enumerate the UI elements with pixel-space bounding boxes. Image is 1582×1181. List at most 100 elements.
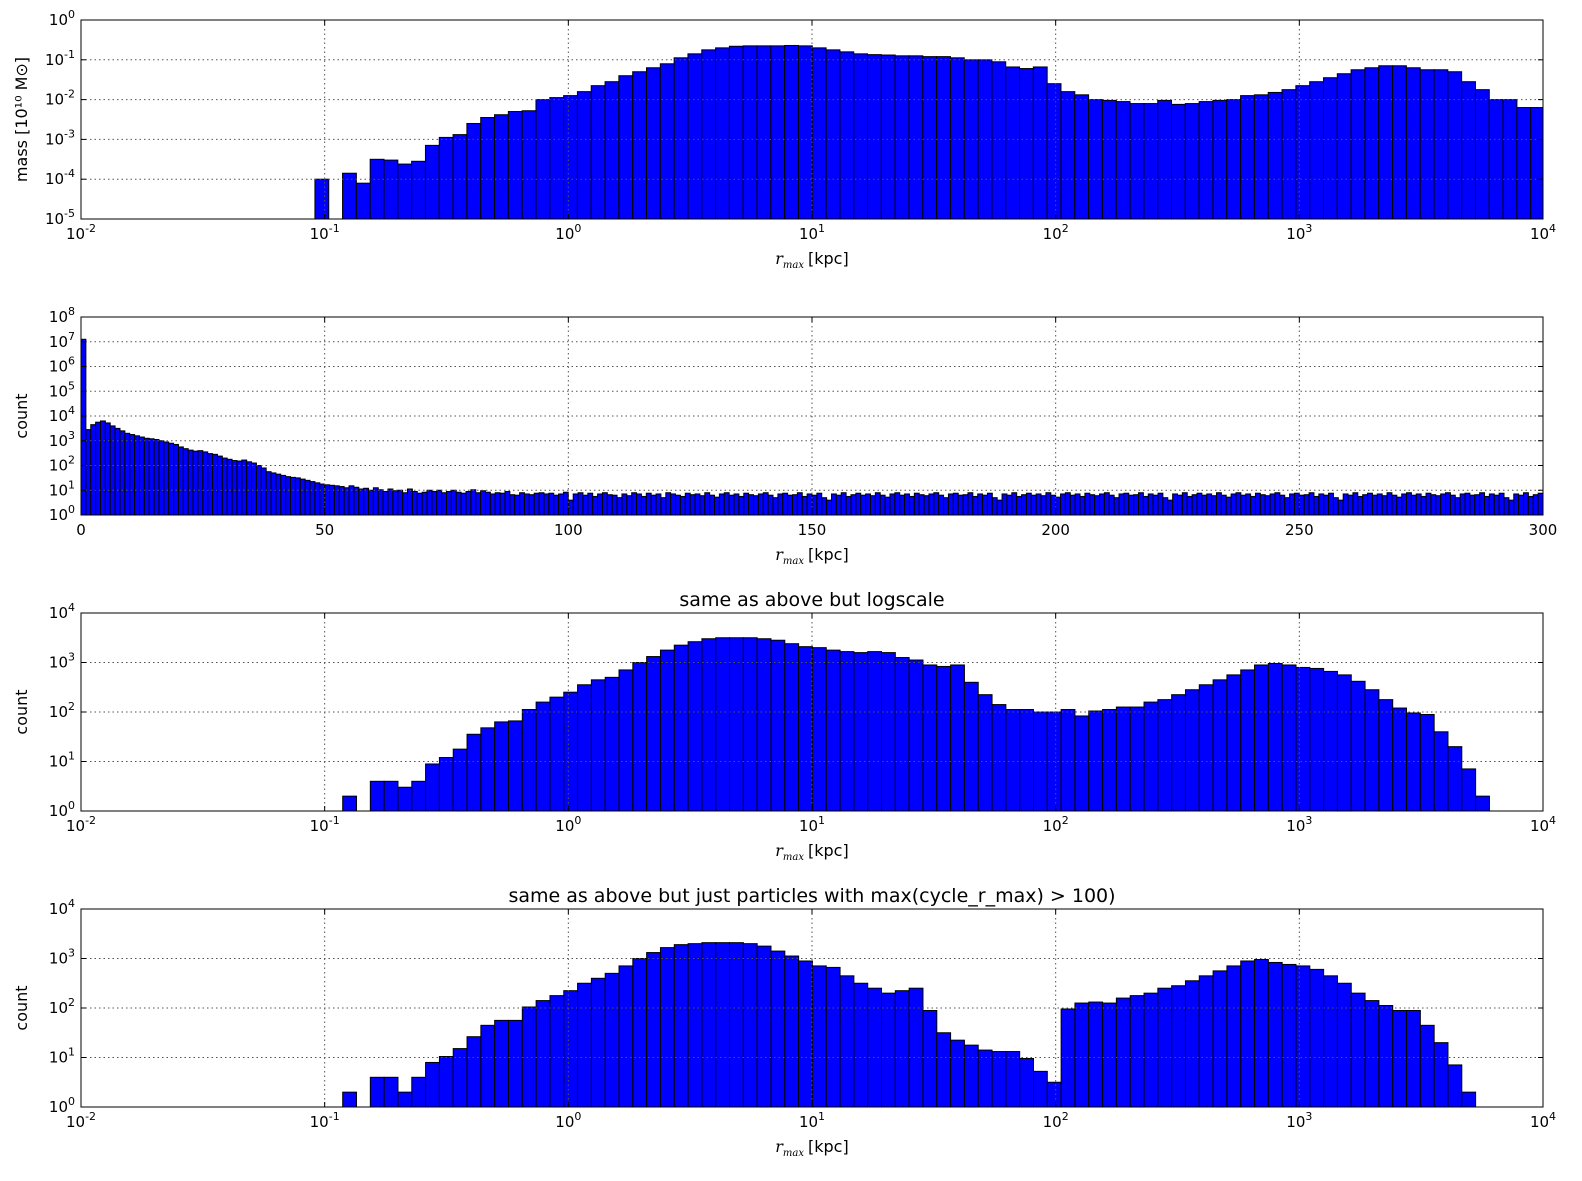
x-tick-base: 10 bbox=[310, 817, 329, 835]
y-tick-base: 10 bbox=[49, 753, 68, 771]
histogram-bar bbox=[1364, 689, 1380, 812]
histogram-bar bbox=[1447, 71, 1463, 220]
histogram-bar bbox=[922, 1009, 938, 1108]
histogram-bar bbox=[839, 651, 855, 812]
y-tick-exponent: 4 bbox=[68, 601, 75, 614]
x-tick-base: 10 bbox=[1530, 817, 1549, 835]
ticks: 10-2 10-1 100 101 102 103 10410-510-410-310-21… bbox=[45, 8, 1556, 243]
histogram-bar bbox=[835, 494, 842, 516]
x-tick-exponent: 3 bbox=[1305, 1110, 1312, 1123]
x-axis-symbol: r bbox=[775, 1137, 784, 1156]
histogram-bar bbox=[533, 492, 540, 516]
histogram-bar bbox=[825, 966, 841, 1108]
histogram-bar bbox=[687, 53, 703, 220]
histogram-bar bbox=[538, 492, 545, 516]
histogram-bar bbox=[1532, 494, 1539, 516]
histogram-bar bbox=[936, 665, 952, 812]
count-filtered-histogram-panel: 10-2 10-1 100 101 102 103 104100101102103104rm… bbox=[12, 885, 1556, 1159]
histogram-bar bbox=[1364, 1000, 1380, 1108]
y-tick-exponent: 3 bbox=[68, 651, 75, 664]
histogram-bar bbox=[855, 492, 862, 516]
histogram-bar bbox=[1198, 101, 1214, 220]
histogram-bar bbox=[153, 439, 160, 516]
histogram-bar bbox=[441, 492, 448, 516]
y-tick-label: 100 bbox=[49, 503, 75, 524]
ticks: 0 50 100 150 200 250 3001001011021031041051061… bbox=[49, 305, 1557, 539]
histogram-bar bbox=[1094, 495, 1101, 516]
histogram-bar bbox=[1088, 1001, 1104, 1108]
x-tick-exponent: -1 bbox=[329, 222, 340, 235]
x-tick-base: 10 bbox=[555, 225, 574, 243]
histogram-bar bbox=[1198, 684, 1214, 812]
histogram-bar bbox=[899, 494, 906, 516]
histogram-bar bbox=[1502, 99, 1518, 220]
histogram-bar bbox=[733, 493, 740, 516]
histogram-bar bbox=[894, 492, 901, 516]
histogram-bar bbox=[1474, 494, 1481, 516]
histogram-bar bbox=[632, 71, 648, 220]
histogram-bar bbox=[549, 97, 565, 220]
y-tick-label: 101 bbox=[49, 750, 75, 771]
histogram-bar bbox=[957, 494, 964, 516]
histogram-bar bbox=[590, 977, 606, 1108]
histogram-bar bbox=[1191, 494, 1198, 516]
histogram-bar bbox=[874, 492, 881, 516]
x-tick-exponent: -1 bbox=[329, 814, 340, 827]
y-tick-label: 107 bbox=[49, 330, 75, 351]
histogram-bar bbox=[1401, 493, 1408, 516]
histogram-bar bbox=[748, 494, 755, 516]
x-tick-exponent: 0 bbox=[574, 814, 581, 827]
histogram-bar bbox=[1184, 689, 1200, 812]
histogram-bar bbox=[207, 453, 214, 516]
y-tick-label: 102 bbox=[49, 996, 75, 1017]
y-tick-base: 10 bbox=[49, 900, 68, 918]
histogram-bar bbox=[1289, 493, 1295, 516]
histogram-bar bbox=[1440, 493, 1447, 516]
histogram-bar bbox=[853, 982, 869, 1108]
histogram-bar bbox=[319, 483, 326, 516]
histogram-bar bbox=[860, 494, 867, 516]
histogram-bar bbox=[1011, 492, 1018, 516]
x-tick-label: 100 bbox=[555, 814, 581, 835]
histogram-bar bbox=[1046, 83, 1062, 220]
histogram-bar bbox=[1040, 495, 1047, 516]
histogram-bar bbox=[535, 1000, 551, 1108]
histogram-bar bbox=[134, 435, 140, 516]
x-tick-label: 200 bbox=[1041, 521, 1070, 539]
histogram-bar bbox=[438, 1056, 454, 1108]
histogram-bar bbox=[535, 99, 551, 220]
y-axis-label: count bbox=[12, 689, 31, 734]
x-tick-exponent: 4 bbox=[1549, 222, 1556, 235]
x-axis-symbol: r bbox=[775, 249, 784, 268]
histogram-bar bbox=[436, 489, 443, 516]
histogram-bar bbox=[480, 727, 496, 812]
histogram-bar bbox=[1386, 492, 1393, 516]
histogram-bar bbox=[543, 493, 550, 516]
histogram-bar bbox=[1102, 1002, 1117, 1108]
x-tick-base: 10 bbox=[1286, 1113, 1305, 1131]
histogram-bar bbox=[636, 493, 642, 516]
histogram-bar bbox=[1420, 495, 1427, 516]
histogram-bar bbox=[411, 490, 418, 516]
histogram-bar bbox=[996, 499, 1003, 516]
histogram-bar bbox=[784, 44, 799, 220]
histogram-bar bbox=[1171, 103, 1186, 220]
histogram-bar bbox=[904, 493, 910, 516]
histogram-bar bbox=[299, 478, 306, 516]
histogram-bar bbox=[1123, 492, 1130, 516]
histogram-bar bbox=[1021, 494, 1027, 516]
bars bbox=[342, 942, 1477, 1108]
histogram-bar bbox=[1371, 494, 1378, 516]
histogram-bar bbox=[470, 489, 477, 516]
histogram-bar bbox=[549, 995, 565, 1108]
y-tick-exponent: 2 bbox=[68, 996, 75, 1009]
histogram-bar bbox=[1157, 492, 1164, 516]
histogram-bar bbox=[1518, 494, 1525, 516]
y-tick-label: 10-2 bbox=[45, 88, 75, 109]
histogram-bar bbox=[963, 1044, 979, 1108]
histogram-bar bbox=[1336, 674, 1352, 812]
histogram-bar bbox=[684, 492, 691, 516]
histogram-bar bbox=[265, 471, 272, 516]
histogram-bar bbox=[1019, 1057, 1034, 1108]
histogram-bar bbox=[236, 460, 243, 516]
